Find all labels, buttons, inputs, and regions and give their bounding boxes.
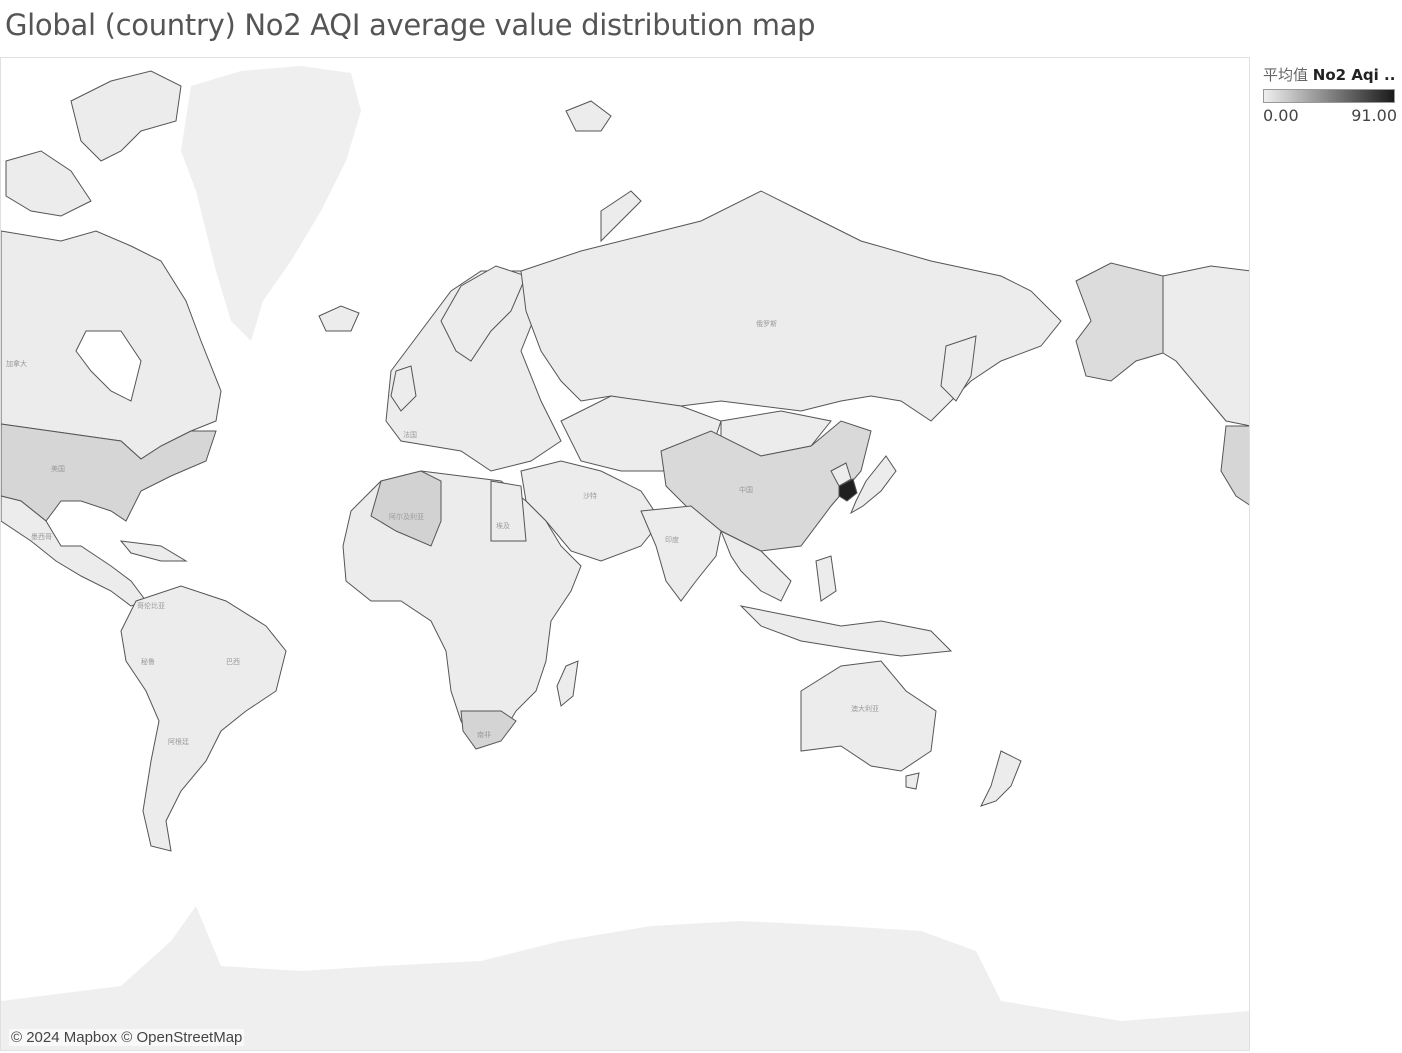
legend-scale: 0.00 91.00 [1263, 106, 1397, 125]
legend-aggregation: 平均值 [1263, 66, 1309, 84]
legend-gradient-bar [1263, 89, 1395, 103]
region-south-africa [460, 710, 517, 750]
legend-max-label: 91.00 [1351, 106, 1397, 125]
page-title: Global (country) No2 AQI average value d… [5, 8, 816, 42]
region-canada-islands [70, 70, 182, 162]
region-alaska [1075, 262, 1164, 382]
region-southeast-asia [720, 529, 792, 602]
region-algeria [370, 470, 442, 547]
label-usa: 美国 [51, 464, 65, 473]
region-south-korea [838, 478, 858, 502]
label-argentina: 阿根廷 [168, 737, 189, 746]
region-egypt [490, 480, 527, 542]
label-peru: 秘鲁 [141, 657, 155, 666]
label-russia: 俄罗斯 [756, 319, 777, 328]
region-europe [385, 270, 562, 472]
region-australia [800, 660, 937, 772]
label-canada: 加拿大 [6, 359, 27, 368]
label-colombia: 哥伦比亚 [137, 601, 165, 610]
region-scandinavia [440, 265, 527, 362]
region-iceland [318, 305, 360, 332]
region-usa-west-edge [1220, 425, 1249, 506]
legend-title: 平均值 No2 Aqi .. [1263, 64, 1399, 85]
region-japan [849, 455, 897, 515]
region-antarctica [1, 906, 1249, 1050]
region-kamchatka [940, 335, 977, 402]
region-indonesia [739, 605, 953, 657]
region-mexico [1, 495, 147, 607]
region-madagascar [556, 660, 579, 707]
label-brazil: 巴西 [226, 658, 240, 666]
region-hudson-bay [75, 330, 142, 402]
map-attribution[interactable]: © 2024 Mapbox © OpenStreetMap [9, 1029, 245, 1046]
label-india: 印度 [665, 535, 679, 544]
label-france: 法国 [403, 430, 417, 439]
region-south-america [120, 585, 287, 852]
world-map[interactable]: 俄罗斯 美国 加拿大 中国 印度 巴西 澳大利亚 阿尔及利亚 埃及 沙特 阿根廷… [1, 58, 1250, 1051]
region-caribbean [119, 540, 188, 562]
region-greenland [181, 66, 361, 341]
region-canada-islands-2 [5, 150, 92, 217]
legend-min-label: 0.00 [1263, 106, 1299, 125]
region-philippines [815, 555, 837, 602]
label-saudi: 沙特 [583, 491, 597, 500]
map-canvas[interactable]: 俄罗斯 美国 加拿大 中国 印度 巴西 澳大利亚 阿尔及利亚 埃及 沙特 阿根廷… [0, 57, 1250, 1051]
region-north-korea [830, 462, 852, 487]
label-australia: 澳大利亚 [851, 704, 879, 713]
region-tasmania [905, 772, 920, 790]
region-uk [390, 365, 417, 412]
region-svalbard [565, 100, 612, 132]
label-south-africa: 南非 [477, 730, 491, 739]
legend-field: No2 Aqi .. [1312, 66, 1396, 84]
region-canada-east-edge [1162, 265, 1249, 427]
region-russia [520, 190, 1062, 422]
label-china: 中国 [739, 485, 753, 494]
region-india [640, 505, 722, 602]
color-legend[interactable]: 平均值 No2 Aqi .. 0.00 91.00 [1263, 64, 1399, 125]
label-algeria: 阿尔及利亚 [389, 512, 424, 521]
label-mexico: 墨西哥 [31, 533, 52, 541]
region-new-zealand [980, 750, 1022, 807]
region-novaya-zemlya [600, 190, 642, 243]
label-egypt: 埃及 [496, 521, 510, 530]
